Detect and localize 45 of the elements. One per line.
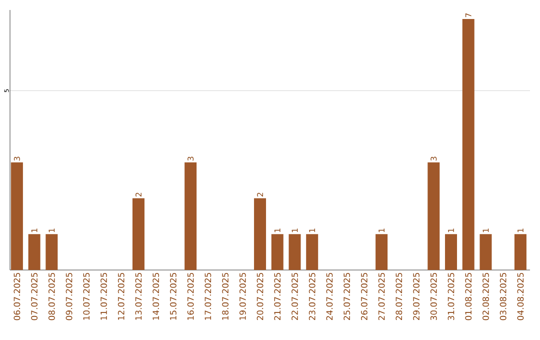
x-tick-label: 12.07.2025 [118, 272, 124, 320]
bar [480, 234, 492, 270]
x-tick-label: 13.07.2025 [135, 272, 142, 320]
bar [306, 234, 318, 270]
x-tick-label: 21.07.2025 [274, 272, 281, 320]
x-tick-label: 20.07.2025 [256, 272, 264, 320]
bar [514, 234, 526, 270]
x-tick-label: 23.07.2025 [308, 272, 316, 320]
bar [376, 234, 388, 270]
bar [428, 162, 440, 270]
bar [184, 162, 197, 270]
bar [445, 234, 458, 270]
x-tick-label: 16.07.2025 [187, 272, 194, 320]
bar [28, 234, 40, 270]
x-tick-label: 15.07.2025 [170, 272, 176, 320]
x-tick-label: 11.07.2025 [100, 272, 107, 320]
x-tick-label: 06.07.2025 [14, 272, 20, 320]
x-tick-label: 10.07.2025 [83, 272, 90, 320]
x-tick-label: 09.07.2025 [66, 272, 72, 320]
bar [46, 234, 58, 270]
x-tick-label: 17.07.2025 [204, 272, 212, 320]
x-tick-label: 29.07.2025 [413, 272, 420, 320]
x-tick-label: 01.08.2025 [465, 272, 472, 320]
x-tick-label: 25.07.2025 [344, 272, 350, 320]
bar [254, 198, 266, 270]
x-tick-label: 26.07.2025 [360, 272, 368, 320]
x-tick-label: 19.07.2025 [239, 272, 246, 320]
x-tick-label: 27.07.2025 [378, 272, 385, 320]
x-tick-label: 18.07.2025 [222, 272, 228, 320]
bar [288, 234, 301, 270]
x-tick-label: 02.08.2025 [482, 272, 489, 320]
x-tick-label: 03.08.2025 [500, 272, 506, 320]
x-tick-label: 22.07.2025 [292, 272, 298, 320]
bar [271, 234, 284, 270]
x-tick-label: 04.08.2025 [517, 272, 524, 320]
x-tick-label: 24.07.2025 [326, 272, 333, 320]
bar [10, 162, 23, 270]
x-tick-label: 30.07.2025 [430, 272, 437, 320]
x-tick-label: 31.07.2025 [448, 272, 454, 320]
x-tick-label: 08.07.2025 [48, 272, 55, 320]
x-tick-label: 28.07.2025 [396, 272, 402, 320]
x-tick-label: 07.07.2025 [31, 272, 38, 320]
bar [132, 198, 144, 270]
x-tick-label: 14.07.2025 [152, 272, 160, 320]
bar [462, 18, 474, 270]
